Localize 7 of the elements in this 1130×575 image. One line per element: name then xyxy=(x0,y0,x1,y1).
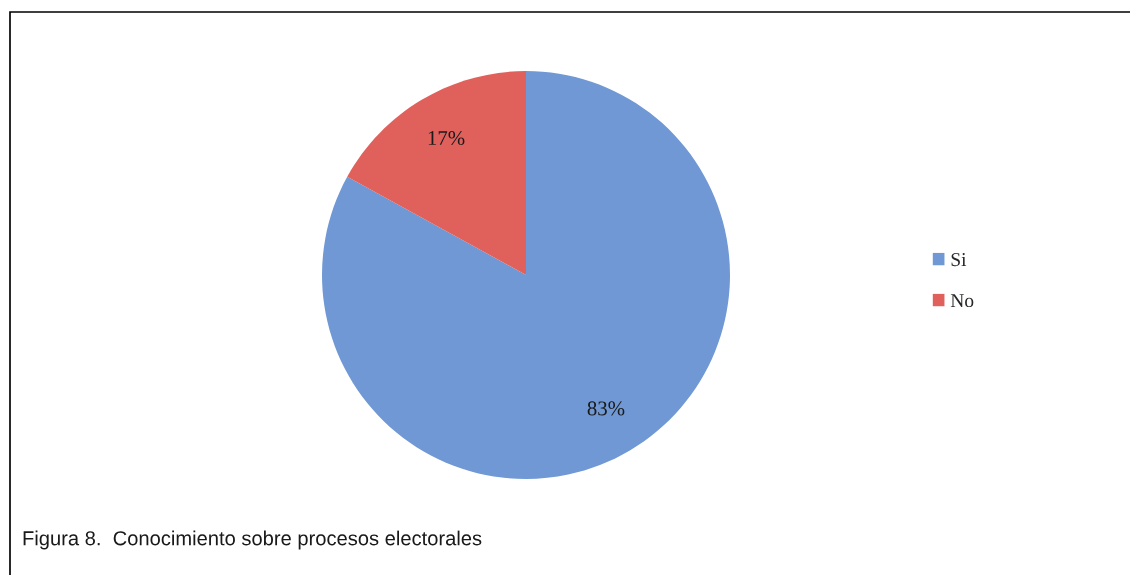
pie-slice xyxy=(322,71,730,479)
pie-slice xyxy=(347,71,526,275)
legend-label: Si xyxy=(951,253,967,267)
data-label: 83% xyxy=(587,401,625,416)
text: Figura 8. Conocimiento sobre procesos electorales xyxy=(23,530,482,550)
data-label: 17% xyxy=(428,130,465,146)
legend-label: No xyxy=(950,294,974,308)
